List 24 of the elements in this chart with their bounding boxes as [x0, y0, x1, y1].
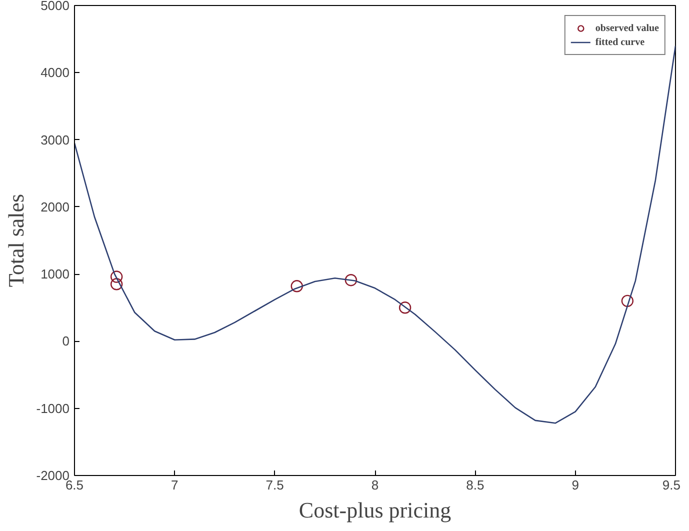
y-tick-label: -1000	[36, 400, 70, 416]
x-tick-label: 9.5	[662, 478, 681, 492]
x-tick-label: 7.5	[266, 478, 284, 492]
y-tick-label: 5000	[40, 0, 70, 13]
point	[344, 274, 358, 286]
point	[398, 302, 412, 314]
y-tick-label: 4000	[40, 65, 70, 80]
legend-label: observed value	[595, 22, 659, 35]
point	[110, 278, 123, 290]
x-tick-label: 9	[572, 478, 579, 492]
point	[290, 280, 303, 292]
x-tick-label: 8	[371, 478, 379, 492]
x-tick-label: 7	[171, 478, 178, 492]
line-series	[74, 45, 676, 424]
y-tick-label: 3000	[40, 132, 70, 148]
x-tick-label: 8.5	[466, 478, 484, 492]
y-axis-title: Total sales	[3, 194, 28, 288]
y-tick-label: 1000	[40, 266, 70, 282]
x-axis-title: Cost-plus pricing	[298, 498, 452, 522]
y-tick-label: 2000	[40, 199, 70, 214]
y-tick-label: 0	[62, 334, 70, 349]
legend-label: fitted curve	[595, 36, 645, 49]
point	[621, 294, 634, 308]
point	[110, 270, 123, 283]
